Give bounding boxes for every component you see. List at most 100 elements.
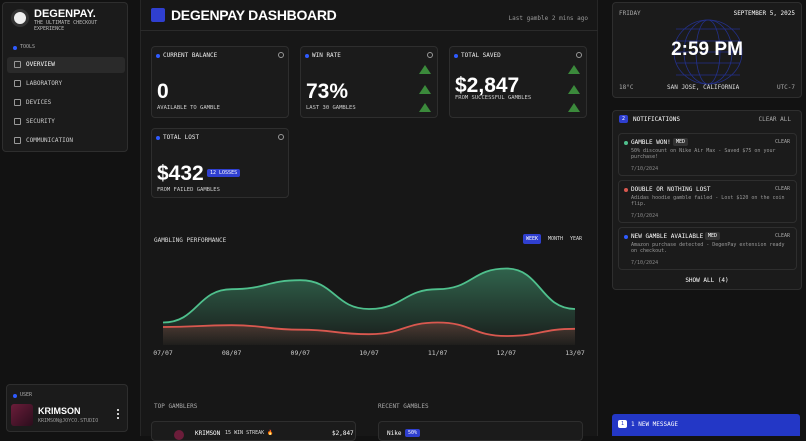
gamble-discount: 50% <box>405 429 421 437</box>
range-tab[interactable]: YEAR <box>570 236 583 242</box>
stat-icon <box>278 52 284 58</box>
notification-tag: MED <box>705 232 721 240</box>
stat-label: TOTAL LOST <box>163 134 200 141</box>
nav-label: LABORATORY <box>26 80 63 87</box>
x-tick-label: 13/07 <box>565 349 585 357</box>
nav-item[interactable]: LABORATORY <box>7 76 125 92</box>
trend-arrow <box>419 85 431 94</box>
trend-arrow <box>568 65 580 74</box>
nav-item[interactable]: SECURITY <box>7 114 125 130</box>
clock-temp: 18°C <box>619 84 634 91</box>
stat-label: CURRENT BALANCE <box>163 52 218 59</box>
gamble-brand: Nike <box>387 430 402 437</box>
gambler-streak: 15 WIN STREAK 🔥 <box>225 430 274 436</box>
x-tick-label: 07/07 <box>153 349 173 357</box>
notification-title: DOUBLE OR NOTHING LOST <box>631 186 711 193</box>
section-label: TOOLS <box>20 44 36 50</box>
stat-value: $432 <box>157 162 204 185</box>
sidebar: DEGENPAY. THE ULTIMATE CHECKOUT EXPERIENC… <box>2 2 128 152</box>
stat-badge: 12 LOSSES <box>207 169 241 177</box>
stat-icon <box>576 52 582 58</box>
header-icon <box>151 8 165 22</box>
notification-date: 7/10/2024 <box>631 213 659 219</box>
notification-tag: MED <box>673 138 689 146</box>
range-tab[interactable]: MONTH <box>548 236 564 242</box>
nav-icon <box>14 137 21 144</box>
notification-clear[interactable]: CLEAR <box>774 139 790 145</box>
nav-item[interactable]: COMMUNICATION <box>7 133 125 149</box>
trend-arrow <box>568 103 580 112</box>
stat-note: FROM FAILED GAMBLES <box>157 187 220 193</box>
trend-arrow <box>419 103 431 112</box>
x-tick-label: 08/07 <box>221 349 242 357</box>
stat-dot <box>156 136 160 140</box>
message-plus <box>785 417 793 425</box>
stat-label: WIN RATE <box>312 52 341 59</box>
clear-all[interactable]: CLEAR ALL <box>758 116 791 123</box>
trend-arrow <box>568 85 580 94</box>
nav-label: DEVICES <box>26 99 52 106</box>
user-section: USER <box>20 392 33 398</box>
nav-icon <box>14 118 21 125</box>
brand: DEGENPAY. <box>34 8 96 20</box>
stat-dot <box>305 54 309 58</box>
nav-item[interactable]: DEVICES <box>7 95 125 111</box>
section-dot <box>13 46 17 50</box>
notification-date: 7/10/2024 <box>631 166 659 172</box>
notification-text: Adidas hoodie gamble failed - Lost $120 … <box>631 195 785 207</box>
message-text: 1 NEW MESSAGE <box>631 421 678 428</box>
notification-text: 50% discount on Nike Air Max - Saved $75… <box>631 148 776 160</box>
user-dot <box>13 394 17 398</box>
notification-title: NEW GAMBLE AVAILABLE <box>631 233 704 240</box>
notification-clear[interactable]: CLEAR <box>774 233 790 239</box>
notification-dot <box>624 188 628 192</box>
stat-dot <box>454 54 458 58</box>
stat-value: $2,847 <box>455 74 520 97</box>
nav-icon <box>14 61 21 68</box>
notification-dot <box>624 235 628 239</box>
nav-label: OVERVIEW <box>26 61 55 68</box>
gambler-amount: $2,847 <box>332 430 354 437</box>
user-name: KRIMSON <box>38 406 81 416</box>
notifications-panel: 2 NOTIFICATIONS CLEAR ALL GAMBLE WON! MED CLE… <box>612 110 802 290</box>
trend-arrow <box>419 65 431 74</box>
nav-icon <box>14 80 21 87</box>
message-count: 1 <box>618 420 628 428</box>
stat-note: FROM SUCCESSFUL GAMBLES <box>455 95 532 101</box>
header-divider <box>140 30 598 31</box>
stat-value: 73% <box>306 80 349 103</box>
stat-card: CURRENT BALANCE 0 AVAILABLE TO GAMBLE <box>151 46 289 118</box>
avatar <box>11 404 33 426</box>
stat-icon <box>278 134 284 140</box>
notifications-title: NOTIFICATIONS <box>633 116 680 123</box>
header-status: Last gamble 2 mins ago <box>508 15 588 22</box>
clock-location: SAN JOSE, CALIFORNIA <box>667 84 740 91</box>
x-tick-label: 10/07 <box>359 349 379 357</box>
stat-dot <box>156 54 160 58</box>
user-panel: USER KRIMSON KRIMSON@JOYCO.STUDIO <box>6 384 128 432</box>
tagline: THE ULTIMATE CHECKOUT EXPERIENCE <box>34 20 98 32</box>
nav-icon <box>14 99 21 106</box>
stat-value: 0 <box>157 80 169 103</box>
notification-title: GAMBLE WON! <box>631 139 671 146</box>
notification: NEW GAMBLE AVAILABLE MED CLEAR Amazon purch… <box>618 227 797 270</box>
clock-date: SEPTEMBER 5, 2025 <box>733 10 795 17</box>
logo <box>11 9 29 27</box>
notification-clear[interactable]: CLEAR <box>774 186 790 192</box>
stat-card: TOTAL LOST $432 12 LOSSES FROM FAILED GAMBL… <box>151 128 289 198</box>
stat-note: AVAILABLE TO GAMBLE <box>157 105 220 111</box>
clock-panel: FRIDAY SEPTEMBER 5, 2025 2:59 PM 18°C SAN JO… <box>612 2 802 98</box>
globe <box>673 19 743 85</box>
notification-text: Amazon purchase detected - DegenPay exte… <box>631 242 785 254</box>
list-title: RECENT GAMBLES <box>378 403 429 410</box>
header-title: DEGENPAY DASHBOARD <box>171 7 337 23</box>
notification-count: 2 <box>619 115 629 123</box>
stat-icon <box>427 52 433 58</box>
range-tab[interactable]: WEEK <box>523 234 542 244</box>
x-tick-label: 09/07 <box>290 349 311 357</box>
show-all[interactable]: SHOW ALL (4) <box>685 277 729 284</box>
user-menu[interactable] <box>117 409 120 419</box>
nav-item[interactable]: OVERVIEW <box>7 57 125 73</box>
